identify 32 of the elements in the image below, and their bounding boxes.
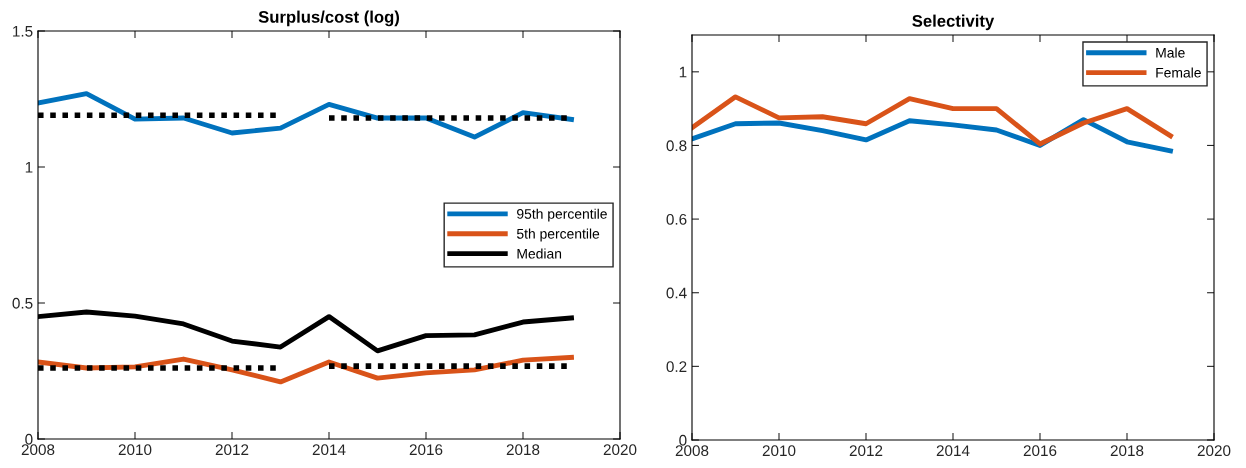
x-tick-label: 2008 bbox=[675, 445, 709, 457]
chart-title: Selectivity bbox=[912, 14, 995, 31]
x-tick-label: 2020 bbox=[603, 444, 637, 456]
x-tick-label: 2018 bbox=[1110, 445, 1144, 457]
x-tick-label: 2010 bbox=[762, 445, 796, 457]
x-tick-label: 2016 bbox=[409, 444, 443, 456]
y-tick-label: 0 bbox=[679, 434, 687, 446]
legend-label: Male bbox=[1156, 47, 1185, 58]
line-series bbox=[692, 94, 1173, 147]
y-tick-label: 1.5 bbox=[13, 26, 33, 37]
x-tick-label: 2008 bbox=[21, 444, 55, 456]
y-tick-label: 0.4 bbox=[666, 287, 687, 299]
legend-label: Female bbox=[1156, 67, 1201, 78]
x-tick-label: 2020 bbox=[1197, 445, 1231, 457]
y-tick-label: 0.2 bbox=[666, 361, 687, 373]
y-tick-label: 1 bbox=[25, 162, 33, 173]
chart-title: Surplus/cost (log) bbox=[258, 10, 400, 27]
y-tick-label: 1 bbox=[679, 66, 687, 78]
y-tick-label: 0 bbox=[25, 433, 33, 445]
x-tick-label: 2012 bbox=[849, 445, 883, 457]
x-tick-label: 2016 bbox=[1023, 445, 1057, 457]
x-tick-label: 2012 bbox=[215, 444, 249, 456]
legend-label: 5th percentile bbox=[516, 228, 600, 242]
legend-label: 95th percentile bbox=[517, 208, 607, 222]
y-tick-label: 0.8 bbox=[666, 140, 687, 152]
x-tick-label: 2018 bbox=[506, 444, 540, 456]
x-tick-label: 2014 bbox=[312, 444, 346, 456]
x-tick-label: 2014 bbox=[936, 445, 970, 457]
y-tick-label: 0.5 bbox=[12, 297, 33, 309]
legend-label: Median bbox=[517, 248, 562, 259]
x-tick-label: 2010 bbox=[118, 444, 152, 456]
y-tick-label: 0.6 bbox=[666, 213, 687, 225]
